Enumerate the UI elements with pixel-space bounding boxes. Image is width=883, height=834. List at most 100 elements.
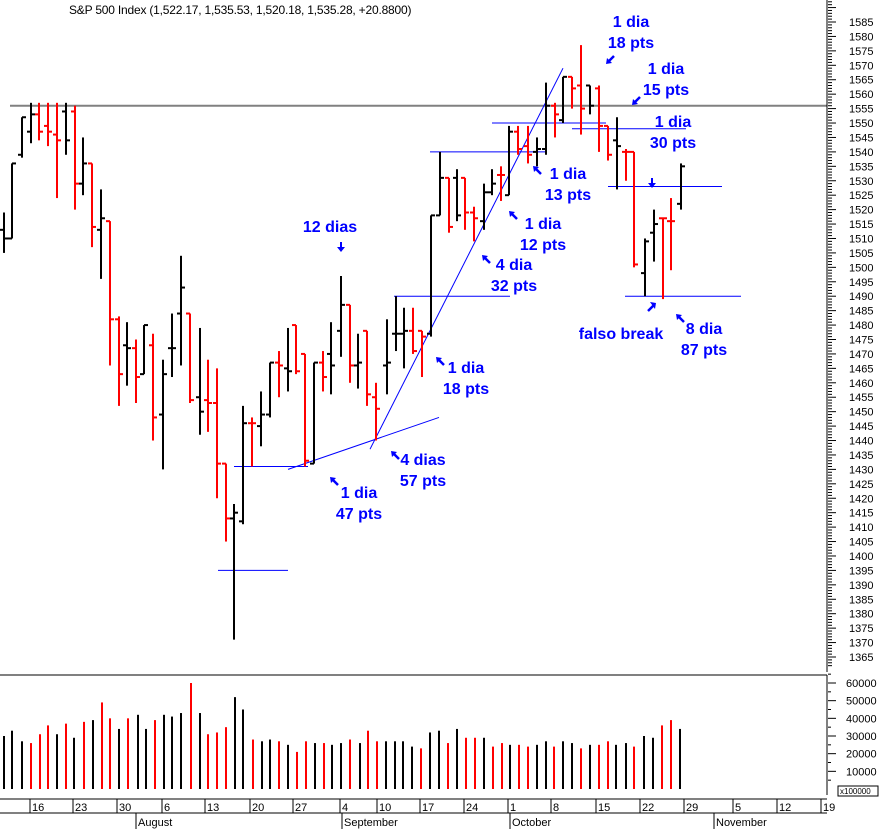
price-tick-label: 1460 — [849, 378, 873, 390]
month-label: November — [716, 817, 767, 829]
annotation-text: 4 dias — [400, 452, 445, 469]
ohlc-bar — [168, 313, 176, 378]
ohlc-bar — [97, 189, 105, 279]
annotation-text: 1 dia — [655, 114, 692, 131]
annotations: 12 dias 1 dia 47 pts 4 dias 57 pts 1 dia 18 pt… — [303, 14, 727, 523]
annotation-text: 87 pts — [681, 342, 727, 359]
annotation: 1 dia 13 pts — [533, 166, 591, 204]
ohlc-bar — [337, 276, 345, 357]
ohlc-bar — [132, 339, 140, 403]
week-tick-label: 23 — [75, 802, 87, 814]
ohlc-bar — [248, 417, 256, 467]
price-tick-label: 1545 — [849, 132, 873, 144]
annotation-text: 57 pts — [400, 473, 446, 490]
volume-unit-label: x100000 — [840, 787, 871, 796]
annotation: 1 dia 12 pts — [509, 211, 566, 254]
ohlc-bar — [62, 102, 70, 155]
ohlc-bar — [18, 116, 26, 158]
annotation: 4 dia 32 pts — [482, 255, 537, 295]
ohlc-bar — [470, 206, 478, 242]
ohlc-bar — [222, 462, 230, 542]
ohlc-bar — [213, 368, 221, 499]
ohlc-bar — [0, 212, 8, 253]
arrow-icon — [533, 166, 542, 175]
price-tick-label: 1530 — [849, 176, 873, 188]
week-tick-label: 8 — [553, 802, 559, 814]
price-tick-label: 1515 — [849, 219, 873, 231]
price-tick-label: 1440 — [849, 436, 873, 448]
arrow-icon — [509, 211, 518, 220]
week-tick-label: 13 — [207, 802, 219, 814]
price-tick-label: 1510 — [849, 233, 873, 245]
price-tick-label: 1370 — [849, 638, 873, 650]
ohlc-bar — [524, 125, 532, 164]
ohlc-bar — [383, 319, 391, 395]
price-tick-label: 1455 — [849, 392, 873, 404]
price-tick-label: 1450 — [849, 407, 873, 419]
week-tick-label: 1 — [510, 802, 516, 814]
price-tick-label: 1390 — [849, 580, 873, 592]
annotation-text: 1 dia — [525, 216, 562, 233]
ohlc-bar — [177, 255, 185, 366]
price-tick-label: 1470 — [849, 349, 873, 361]
price-tick-label: 1555 — [849, 104, 873, 116]
volume-tick-label: 10000 — [846, 766, 877, 778]
ohlc-bars — [0, 45, 685, 640]
volume-tick-label: 60000 — [846, 678, 877, 690]
ohlc-bar — [559, 75, 567, 124]
price-tick-label: 1400 — [849, 551, 873, 563]
ohlc-bar — [27, 102, 35, 144]
price-tick-label: 1405 — [849, 537, 873, 549]
ohlc-bar — [392, 296, 400, 352]
ohlc-bar — [542, 82, 550, 155]
ohlc-bar — [461, 176, 469, 230]
ohlc-bar — [641, 238, 649, 297]
price-tick-label: 1565 — [849, 75, 873, 87]
ohlc-bar — [604, 124, 612, 161]
price-tick-label: 1585 — [849, 17, 873, 29]
ohlc-bar — [310, 361, 318, 465]
annotation-text: 32 pts — [491, 278, 537, 295]
annotation: 1 dia 30 pts — [650, 114, 696, 152]
ohlc-bar — [239, 405, 247, 525]
ohlc-bar — [667, 198, 675, 271]
ohlc-bar — [586, 84, 594, 115]
price-tick-label: 1430 — [849, 464, 873, 476]
price-tick-label: 1550 — [849, 118, 873, 130]
annotation-lines — [10, 67, 827, 571]
price-tick-label: 1485 — [849, 306, 873, 318]
ohlc-bar — [204, 359, 212, 432]
arrow-icon — [606, 55, 615, 64]
price-tick-label: 1560 — [849, 89, 873, 101]
price-tick-label: 1500 — [849, 262, 873, 274]
ohlc-bar — [418, 329, 426, 378]
price-tick-label: 1465 — [849, 363, 873, 375]
ohlc-bar — [140, 324, 148, 376]
annotation-text: 18 pts — [608, 35, 654, 52]
week-tick-label: 29 — [686, 802, 698, 814]
week-tick-label: 16 — [32, 802, 44, 814]
price-tick-label: 1385 — [849, 594, 873, 606]
ohlc-bar — [149, 333, 157, 441]
annotation-text: 13 pts — [545, 187, 591, 204]
annotation-text: 18 pts — [443, 381, 489, 398]
ohlc-bar — [568, 75, 576, 109]
week-tick-label: 22 — [642, 802, 654, 814]
ohlc-bar — [514, 125, 522, 155]
ohlc-bar — [275, 351, 283, 398]
price-tick-label: 1495 — [849, 277, 873, 289]
price-tick-label: 1475 — [849, 335, 873, 347]
ohlc-bar — [488, 169, 496, 196]
volume-tick-label: 30000 — [846, 731, 877, 743]
price-axis: 1365 1370 1375 1380 1385 1390 1395 1400 1405 1410… — [826, 0, 873, 672]
annotation-text: falso break — [579, 326, 664, 343]
price-tick-label: 1365 — [849, 652, 873, 664]
price-tick-label: 1520 — [849, 205, 873, 217]
month-label: October — [512, 817, 551, 829]
ohlc-bar — [88, 162, 96, 248]
week-tick-label: 27 — [295, 802, 307, 814]
arrow-icon — [632, 96, 641, 105]
ohlc-bar — [71, 105, 79, 210]
ohlc-bar — [453, 169, 461, 222]
